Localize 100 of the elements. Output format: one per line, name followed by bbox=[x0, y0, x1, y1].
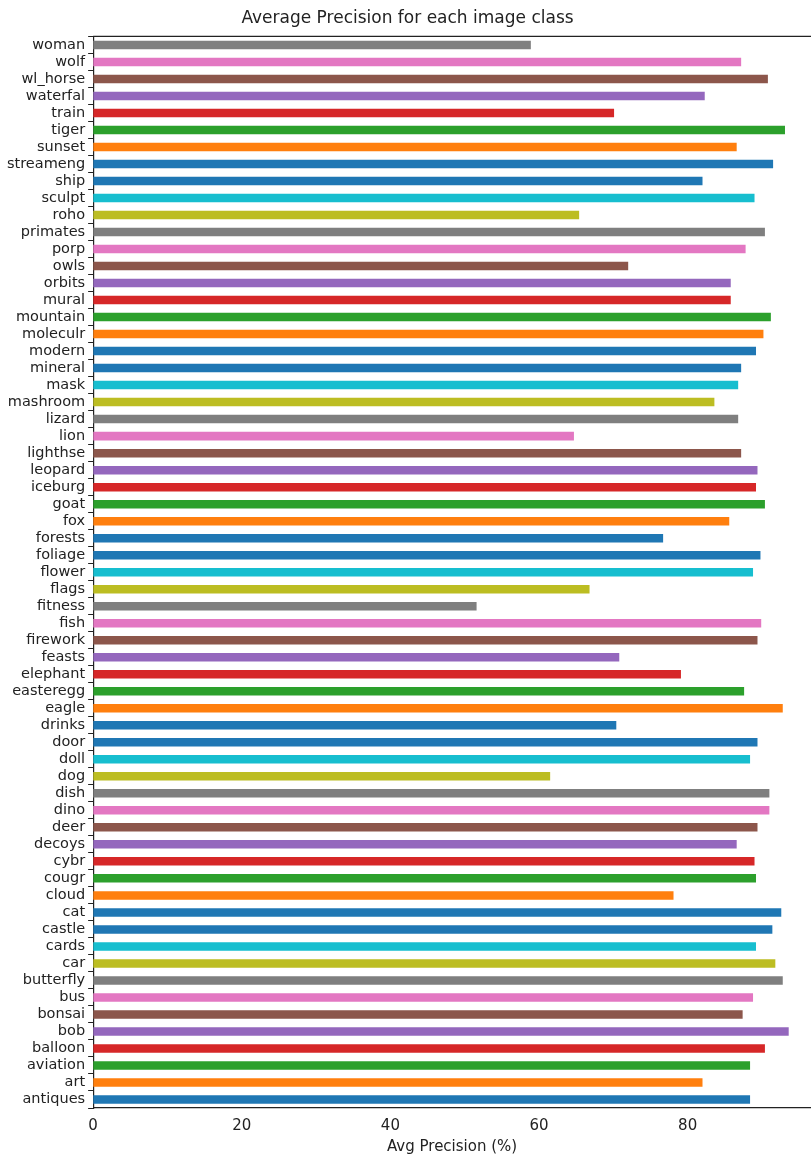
bar bbox=[93, 908, 782, 917]
y-tick-label: feasts bbox=[41, 648, 86, 665]
y-tick-label: sunset bbox=[37, 137, 86, 154]
bar bbox=[93, 499, 765, 509]
y-tick-label: fitness bbox=[37, 596, 86, 613]
bar bbox=[93, 346, 757, 356]
y-tick-label: aviation bbox=[26, 1056, 86, 1073]
bar bbox=[93, 772, 551, 781]
bar bbox=[93, 1078, 703, 1087]
bar bbox=[93, 465, 758, 475]
bar bbox=[93, 397, 715, 407]
bar bbox=[93, 618, 762, 628]
x-tick-label: 60 bbox=[529, 1115, 549, 1134]
bar bbox=[93, 874, 757, 883]
y-tick-label: lion bbox=[59, 426, 86, 443]
y-tick-label: ship bbox=[55, 171, 86, 188]
bar bbox=[93, 448, 742, 458]
chart-title: Average Precision for each image class bbox=[241, 6, 574, 27]
y-tick-label: door bbox=[52, 733, 86, 750]
y-tick-label: fish bbox=[59, 613, 86, 630]
bar bbox=[93, 1010, 743, 1019]
bar bbox=[93, 721, 617, 730]
x-axis-title: Avg Precision (%) bbox=[386, 1136, 518, 1155]
bar bbox=[93, 601, 477, 611]
y-tick-label: art bbox=[64, 1073, 86, 1090]
y-tick-label: leopard bbox=[30, 460, 86, 477]
bar bbox=[93, 653, 620, 662]
y-tick-label: moleculr bbox=[22, 324, 86, 341]
y-tick-label: butterfly bbox=[22, 971, 86, 988]
y-tick-label: dino bbox=[53, 801, 86, 818]
bar bbox=[93, 1044, 765, 1053]
bar bbox=[93, 687, 745, 696]
x-tick-label: 20 bbox=[232, 1115, 252, 1134]
y-tick-label: lighthse bbox=[27, 443, 86, 460]
x-tick-label: 80 bbox=[678, 1115, 698, 1134]
y-tick-label: cards bbox=[45, 937, 86, 954]
y-tick-label: modern bbox=[29, 341, 86, 358]
y-tick-label: iceburg bbox=[30, 477, 86, 494]
bar bbox=[93, 925, 773, 934]
bar bbox=[93, 278, 731, 288]
bar bbox=[93, 738, 758, 747]
bar bbox=[93, 74, 768, 84]
y-tick-label: primates bbox=[20, 222, 86, 239]
y-tick-label: cybr bbox=[53, 852, 86, 869]
bar bbox=[93, 159, 774, 169]
bar bbox=[93, 840, 737, 849]
bar bbox=[93, 584, 590, 594]
bar bbox=[93, 414, 739, 424]
y-tick-label: dish bbox=[55, 784, 86, 801]
y-tick-label: foliage bbox=[36, 545, 86, 562]
y-tick-label: forests bbox=[35, 528, 86, 545]
bar bbox=[93, 431, 574, 441]
y-tick-label: fox bbox=[63, 511, 86, 528]
bar bbox=[93, 142, 737, 152]
bar bbox=[93, 550, 761, 560]
y-tick-label: castle bbox=[42, 920, 86, 937]
y-tick-label: cat bbox=[62, 903, 86, 920]
bar bbox=[93, 567, 754, 577]
y-tick-label: sculpt bbox=[41, 188, 86, 205]
y-tick-label: roho bbox=[52, 205, 86, 222]
bar bbox=[93, 91, 705, 101]
y-tick-label: woman bbox=[32, 35, 86, 52]
bar bbox=[93, 363, 742, 373]
y-tick-label: mountain bbox=[15, 307, 86, 324]
bar bbox=[93, 670, 681, 679]
bar bbox=[93, 312, 771, 322]
x-tick-label: 40 bbox=[380, 1115, 400, 1134]
bar bbox=[93, 482, 757, 492]
bar bbox=[93, 806, 770, 815]
y-tick-label: flags bbox=[50, 579, 86, 596]
y-tick-label: mineral bbox=[29, 358, 86, 375]
bar bbox=[93, 108, 615, 118]
bar bbox=[93, 1027, 789, 1036]
y-tick-label: doll bbox=[58, 750, 86, 767]
bar bbox=[93, 976, 783, 985]
y-tick-label: mashroom bbox=[7, 392, 86, 409]
bar bbox=[93, 210, 580, 220]
y-tick-label: eagle bbox=[45, 699, 86, 716]
y-tick-label: bonsai bbox=[37, 1005, 86, 1022]
y-tick-label: streameng bbox=[6, 154, 86, 171]
bar bbox=[93, 704, 783, 713]
bar bbox=[93, 193, 755, 203]
bar bbox=[93, 176, 703, 186]
y-tick-label: dog bbox=[57, 767, 86, 784]
bar bbox=[93, 755, 751, 764]
bar bbox=[93, 635, 758, 645]
bar bbox=[93, 959, 776, 968]
y-tick-label: tiger bbox=[51, 120, 86, 137]
y-tick-label: easteregg bbox=[12, 682, 86, 699]
y-tick-label: mural bbox=[42, 290, 86, 307]
y-tick-label: bob bbox=[57, 1022, 86, 1039]
y-tick-label: cougr bbox=[43, 869, 86, 886]
y-tick-label: orbits bbox=[43, 273, 86, 290]
y-tick-label: elephant bbox=[21, 665, 86, 682]
y-tick-label: drinks bbox=[40, 716, 86, 733]
y-tick-label: porp bbox=[51, 239, 86, 256]
bar bbox=[93, 533, 664, 543]
y-tick-label: goat bbox=[52, 494, 86, 511]
bar bbox=[93, 1095, 751, 1104]
bar bbox=[93, 295, 731, 305]
